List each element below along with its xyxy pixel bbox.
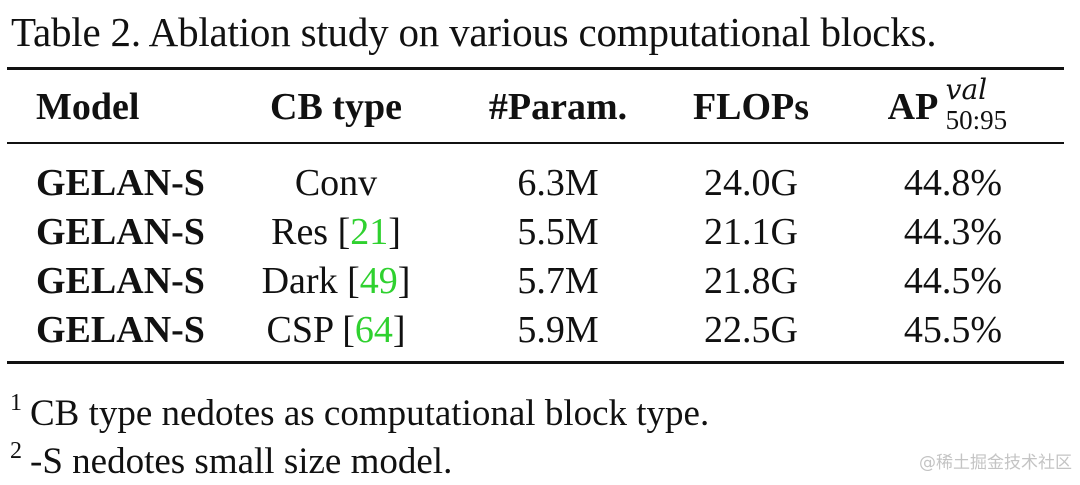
cell-param: 5.5M <box>517 210 599 253</box>
table-header-rule <box>7 142 1064 144</box>
cell-flops: 22.5G <box>704 308 798 351</box>
site-watermark: @稀土掘金技术社区 <box>919 453 1072 473</box>
citation-link[interactable]: 64 <box>354 308 393 351</box>
ap-subscript: 50:95 <box>945 105 1008 135</box>
ap-metric-label: AP val 50:95 <box>887 73 1019 135</box>
table-top-rule <box>7 67 1064 70</box>
cell-param: 5.9M <box>517 308 599 351</box>
footnote-small-size: 2 -S nedotes small size model. <box>10 428 452 485</box>
cell-model: GELAN-S <box>36 259 205 302</box>
ap-superscript: val <box>945 73 988 106</box>
header-ap: AP val 50:95 <box>842 70 1064 144</box>
ref-close-bracket: ] <box>397 259 411 302</box>
cell-flops: 24.0G <box>704 161 798 204</box>
table-header-row: Model CB type #Param. FLOPs AP val 50:95 <box>7 70 1064 144</box>
cell-param: 5.7M <box>517 259 599 302</box>
cb-type-text: CSP <box>266 308 343 351</box>
footnote-mark: 1 <box>10 390 22 416</box>
table-row: GELAN-S Dark [49] 5.7M 21.8G 44.5% <box>7 256 1064 305</box>
cell-cb-type: CSP [64] <box>216 305 456 354</box>
cell-cb-type: Conv <box>216 144 456 207</box>
citation-link[interactable]: 21 <box>350 210 389 253</box>
table-row: GELAN-S Conv 6.3M 24.0G 44.8% <box>7 144 1064 207</box>
table-row: GELAN-S CSP [64] 5.9M 22.5G 45.5% <box>7 305 1064 354</box>
ref-open-bracket: [ <box>342 308 355 351</box>
ablation-table: Model CB type #Param. FLOPs AP val 50:95… <box>7 70 1064 354</box>
cell-model: GELAN-S <box>36 161 205 204</box>
header-param: #Param. <box>488 86 628 128</box>
cell-param: 6.3M <box>517 161 599 204</box>
header-cb-type: CB type <box>270 86 402 128</box>
ref-open-bracket: [ <box>347 259 360 302</box>
table-bottom-rule <box>7 361 1064 364</box>
header-flops: FLOPs <box>692 86 810 128</box>
footnote-mark: 2 <box>10 438 22 464</box>
footnote-text: -S nedotes small size model. <box>30 441 453 482</box>
cell-ap: 44.5% <box>903 259 1003 302</box>
cell-ap: 44.3% <box>903 210 1003 253</box>
cb-type-text: Res <box>271 210 338 253</box>
cell-flops: 21.8G <box>704 259 798 302</box>
table-caption: Table 2. Ablation study on various compu… <box>11 9 937 55</box>
ref-close-bracket: ] <box>388 210 401 253</box>
footnote-cb-type: 1 CB type nedotes as computational block … <box>10 380 709 437</box>
citation-link[interactable]: 49 <box>359 259 398 302</box>
cell-cb-type: Dark [49] <box>216 256 456 305</box>
ap-main: AP <box>887 86 939 128</box>
cb-type-text: Dark <box>261 259 348 302</box>
cell-model: GELAN-S <box>36 210 205 253</box>
cell-cb-type: Res [21] <box>216 207 456 256</box>
cell-model: GELAN-S <box>36 308 205 351</box>
cell-ap: 44.8% <box>903 161 1003 204</box>
cell-flops: 21.1G <box>704 210 798 253</box>
footnote-text: CB type nedotes as computational block t… <box>30 393 710 434</box>
ref-close-bracket: ] <box>392 308 406 351</box>
header-model: Model <box>36 86 140 128</box>
table-row: GELAN-S Res [21] 5.5M 21.1G 44.3% <box>7 207 1064 256</box>
cb-type-text: Conv <box>294 161 378 204</box>
cell-ap: 45.5% <box>903 308 1003 351</box>
ref-open-bracket: [ <box>337 210 351 253</box>
